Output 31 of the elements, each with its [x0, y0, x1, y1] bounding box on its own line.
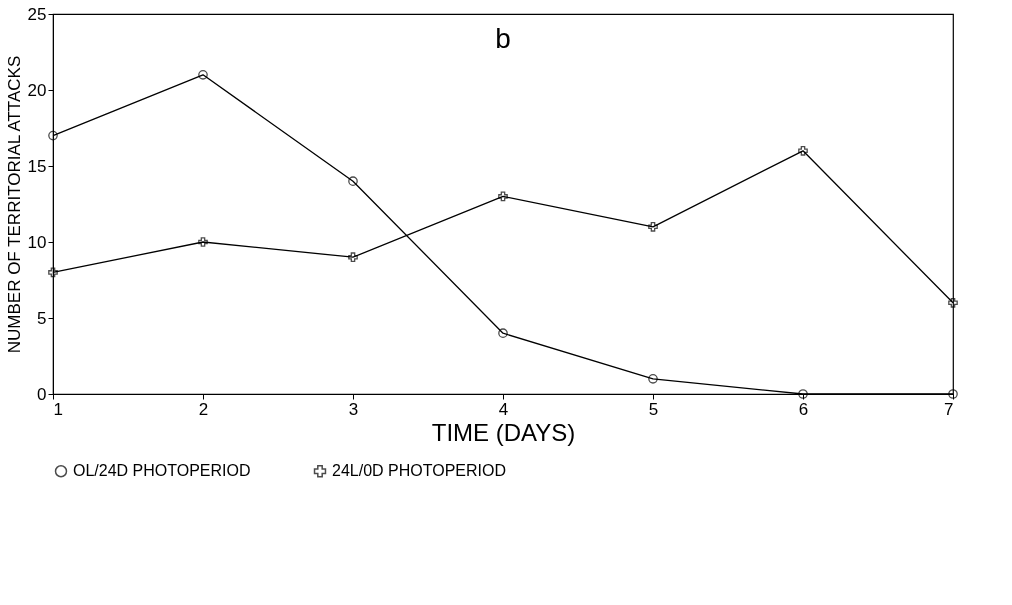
legend-label: 24L/0D PHOTOPERIOD [332, 462, 506, 480]
y-tick-label: 5 [37, 308, 47, 328]
y-tick-label: 0 [37, 384, 47, 404]
point [798, 145, 808, 156]
point [648, 221, 658, 232]
y-tick-label: 25 [27, 4, 47, 24]
x-axis-title: TIME (DAYS) [431, 418, 576, 446]
point [48, 267, 58, 278]
point [198, 237, 208, 247]
point [498, 191, 508, 202]
point [498, 328, 508, 339]
y-axis-title: NUMBER OF TERRITORIAL ATTACKS [4, 55, 24, 354]
point [348, 176, 358, 187]
x-tick-label: 6 [798, 399, 809, 419]
point [648, 373, 658, 384]
y-tick-label: 10 [27, 232, 47, 252]
legend-label: OL/24D PHOTOPERIOD [73, 462, 251, 480]
point [48, 130, 58, 141]
point [348, 252, 358, 263]
point [198, 69, 208, 80]
x-tick-label: 3 [348, 399, 359, 419]
x-tick-label: 4 [498, 399, 509, 419]
chart-title: b [495, 23, 511, 54]
x-tick-label: 5 [648, 399, 659, 419]
point [948, 297, 958, 308]
y-tick-label: 20 [27, 80, 47, 100]
y-tick-label: 15 [27, 156, 47, 176]
x-tick-label: 2 [198, 399, 209, 419]
x-tick-label: 1 [53, 399, 63, 419]
x-tick-label: 7 [944, 399, 954, 419]
point [798, 389, 808, 399]
